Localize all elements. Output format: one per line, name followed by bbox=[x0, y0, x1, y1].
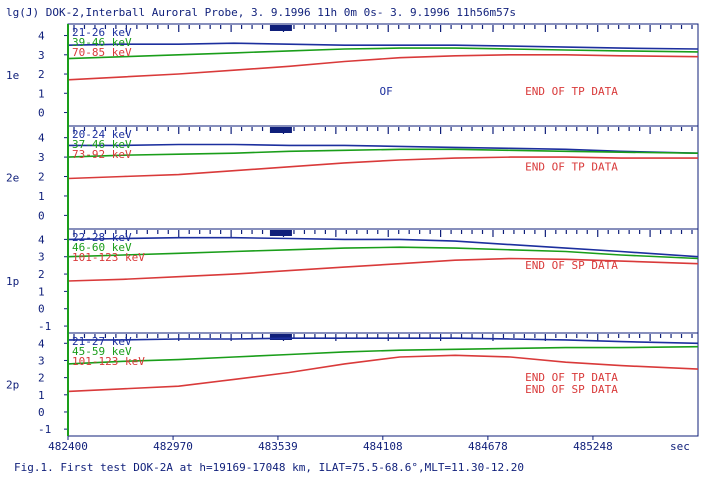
x-tick-label: 483539 bbox=[258, 440, 298, 453]
y-tick-label: 4 bbox=[38, 233, 45, 246]
annotation: END OF SP DATA bbox=[525, 383, 618, 396]
series-line bbox=[67, 156, 698, 180]
legend-entry: 37-46 keV bbox=[72, 138, 132, 151]
y-tick-label: 4 bbox=[38, 30, 45, 43]
legend-entry: 101-123 keV bbox=[72, 355, 145, 368]
y-tick-label: 0 bbox=[38, 406, 45, 419]
annotation: END OF SP DATA bbox=[525, 259, 618, 272]
legend-entry: 21-26 keV bbox=[72, 26, 132, 39]
legend-entry: 39-46 keV bbox=[72, 36, 132, 49]
y-tick-label: 4 bbox=[38, 337, 45, 350]
x-tick-label: 485248 bbox=[573, 440, 613, 453]
series-line bbox=[67, 246, 699, 260]
top-ticks bbox=[73, 230, 693, 237]
panel-frame bbox=[67, 228, 699, 334]
x-unit-label: sec bbox=[670, 440, 690, 453]
legend-entry: 20-24 keV bbox=[72, 128, 132, 141]
annotation: END OF TP DATA bbox=[525, 161, 618, 174]
panel-label: 1e bbox=[6, 69, 19, 82]
series-line bbox=[67, 148, 699, 158]
y-tick-label: 3 bbox=[38, 251, 45, 264]
y-tick-label: 1 bbox=[38, 389, 45, 402]
legend-entry: 73-92 keV bbox=[72, 148, 132, 161]
top-ticks bbox=[73, 25, 693, 32]
y-tick-label: 0 bbox=[38, 303, 45, 316]
legend-entry: 46-60 keV bbox=[72, 241, 132, 254]
legend-entry: 70-85 keV bbox=[72, 46, 132, 59]
x-axis: 482400 482970 483539 484108 484678 485248 sec bbox=[48, 436, 690, 453]
y-tick-label: 1 bbox=[38, 285, 45, 298]
marker-bar bbox=[269, 334, 292, 340]
series-line bbox=[68, 337, 699, 345]
series-line bbox=[67, 354, 699, 393]
legend-entry: 21-27 keV bbox=[72, 335, 132, 348]
y-tick-label: 0 bbox=[38, 209, 45, 222]
legend-entry: 101-123 keV bbox=[72, 251, 145, 264]
x-tick-label: 484108 bbox=[363, 440, 403, 453]
series-line bbox=[67, 236, 699, 258]
marker-bar bbox=[269, 230, 292, 236]
annotation: END OF TP DATA bbox=[525, 371, 618, 384]
y-tick-label: 2 bbox=[38, 68, 45, 81]
series-line bbox=[67, 47, 699, 60]
annotation: OF bbox=[379, 85, 392, 98]
x-tick-label: 482970 bbox=[153, 440, 193, 453]
series-line bbox=[67, 257, 699, 282]
panel-label: 2p bbox=[6, 379, 19, 392]
series-line bbox=[67, 53, 699, 81]
y-tick-label: 0 bbox=[38, 107, 45, 120]
x-tick-label: 482400 bbox=[48, 440, 88, 453]
y-tick-label: 3 bbox=[38, 354, 45, 367]
y-tick-label: 4 bbox=[38, 132, 45, 145]
legend-entry: 45-59 keV bbox=[72, 345, 132, 358]
top-ticks bbox=[73, 127, 693, 134]
y-tick-label: 2 bbox=[38, 372, 45, 385]
series-line bbox=[67, 345, 699, 365]
panel-label: 1p bbox=[6, 275, 19, 288]
series-line bbox=[68, 143, 699, 154]
marker-bar bbox=[269, 25, 292, 31]
y-tick-label: 1 bbox=[38, 87, 45, 100]
series-line bbox=[67, 42, 699, 50]
y-tick-label: -1 bbox=[38, 320, 51, 333]
y-tick-label: 3 bbox=[38, 49, 45, 62]
panel-frame bbox=[67, 125, 699, 230]
y-tick-label: 2 bbox=[38, 171, 45, 184]
annotation: END OF TP DATA bbox=[525, 85, 618, 98]
figure-caption: Fig.1. First test DOK-2A at h=19169-1704… bbox=[14, 461, 524, 474]
chart-header: lg(J) DOK-2,Interball Auroral Probe, 3. … bbox=[6, 6, 516, 19]
y-tick-label: 1 bbox=[38, 190, 45, 203]
legend-entry: 22-28 keV bbox=[72, 231, 132, 244]
marker-bar bbox=[269, 127, 292, 133]
panel-label: 2e bbox=[6, 172, 19, 185]
y-tick-label: 3 bbox=[38, 151, 45, 164]
y-tick-label: 2 bbox=[38, 268, 45, 281]
x-tick-label: 484678 bbox=[468, 440, 508, 453]
y-tick-label: -1 bbox=[38, 423, 51, 436]
